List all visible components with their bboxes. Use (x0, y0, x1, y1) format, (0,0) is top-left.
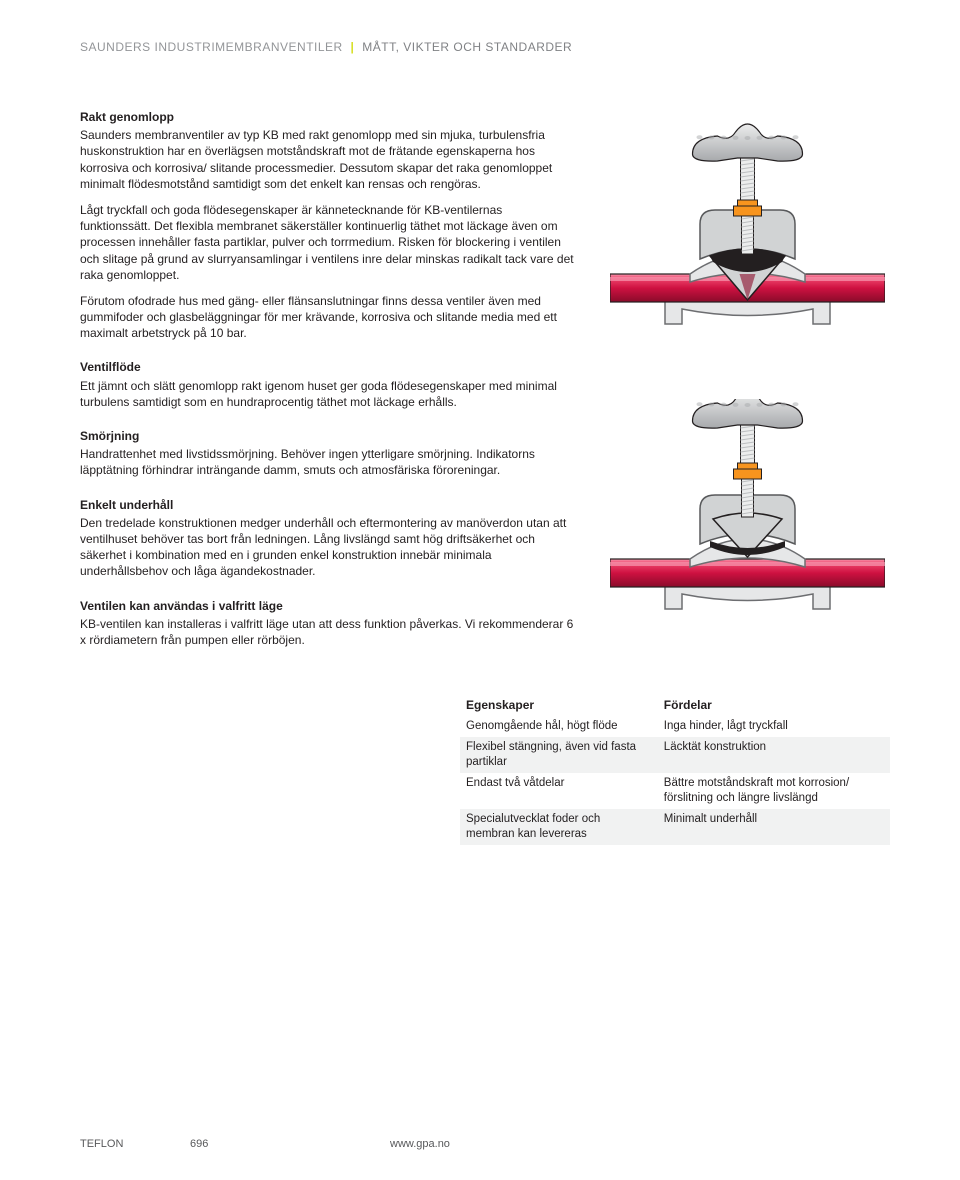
content-row: Rakt genomlopp Saunders membranventiler … (80, 109, 890, 666)
section-enkelt-underhall: Enkelt underhåll Den tredelade konstrukt… (80, 497, 575, 580)
footer-right: www.gpa.no (390, 1138, 880, 1150)
section-heading: Ventilen kan användas i valfritt läge (80, 598, 575, 614)
valve-closed-figure (610, 114, 885, 339)
table-cell: Flexibel stängning, även vid fasta parti… (460, 737, 658, 773)
valve-open-figure (610, 399, 885, 624)
table-cell: Inga hinder, lågt tryckfall (658, 716, 890, 737)
figure-column (605, 109, 890, 666)
header-part1: SAUNDERS INDUSTRIMEMBRANVENTILER (80, 40, 343, 54)
table-row: Specialutvecklat foder och membran kan l… (460, 809, 890, 845)
properties-table-wrap: Egenskaper Fördelar Genomgående hål, hög… (460, 694, 890, 845)
section-heading: Smörjning (80, 428, 575, 444)
section-paragraph: Ett jämnt och slätt genomlopp rakt igeno… (80, 378, 575, 410)
section-paragraph: Handrattenhet med livstidssmörjning. Beh… (80, 446, 575, 478)
table-cell: Specialutvecklat foder och membran kan l… (460, 809, 658, 845)
table-row: Genomgående hål, högt flödeInga hinder, … (460, 716, 890, 737)
section-rakt-genomlopp: Rakt genomlopp Saunders membranventiler … (80, 109, 575, 341)
table-cell: Läcktät konstruktion (658, 737, 890, 773)
table-cell: Minimalt underhåll (658, 809, 890, 845)
text-column: Rakt genomlopp Saunders membranventiler … (80, 109, 575, 666)
table-row: Endast två våtdelarBättre motståndskraft… (460, 773, 890, 809)
table-row: Flexibel stängning, även vid fasta parti… (460, 737, 890, 773)
footer-center: 696 (190, 1138, 390, 1150)
section-paragraph: Lågt tryckfall och goda flödesegenskaper… (80, 202, 575, 283)
table-cell: Bättre motståndskraft mot korrosion/ för… (658, 773, 890, 809)
section-valfritt-lage: Ventilen kan användas i valfritt läge KB… (80, 598, 575, 649)
header-part2: MÅTT, VIKTER OCH STANDARDER (362, 40, 572, 54)
table-cell: Endast två våtdelar (460, 773, 658, 809)
section-smorjning: Smörjning Handrattenhet med livstidssmör… (80, 428, 575, 479)
section-paragraph: Saunders membranventiler av typ KB med r… (80, 127, 575, 192)
section-heading: Ventilflöde (80, 359, 575, 375)
table-header: Fördelar (658, 694, 890, 716)
table-header: Egenskaper (460, 694, 658, 716)
table-cell: Genomgående hål, högt flöde (460, 716, 658, 737)
section-ventilflode: Ventilflöde Ett jämnt och slätt genomlop… (80, 359, 575, 410)
section-heading: Enkelt underhåll (80, 497, 575, 513)
section-paragraph: Förutom ofodrade hus med gäng- eller flä… (80, 293, 575, 342)
page-header: SAUNDERS INDUSTRIMEMBRANVENTILER | MÅTT,… (80, 40, 890, 54)
section-heading: Rakt genomlopp (80, 109, 575, 125)
footer-left: TEFLON (80, 1138, 190, 1150)
section-paragraph: KB-ventilen kan installeras i valfritt l… (80, 616, 575, 648)
properties-table: Egenskaper Fördelar Genomgående hål, hög… (460, 694, 890, 845)
table-header-row: Egenskaper Fördelar (460, 694, 890, 716)
page-footer: TEFLON 696 www.gpa.no (0, 1138, 960, 1150)
section-paragraph: Den tredelade konstruktionen medger unde… (80, 515, 575, 580)
header-divider: | (351, 40, 355, 54)
